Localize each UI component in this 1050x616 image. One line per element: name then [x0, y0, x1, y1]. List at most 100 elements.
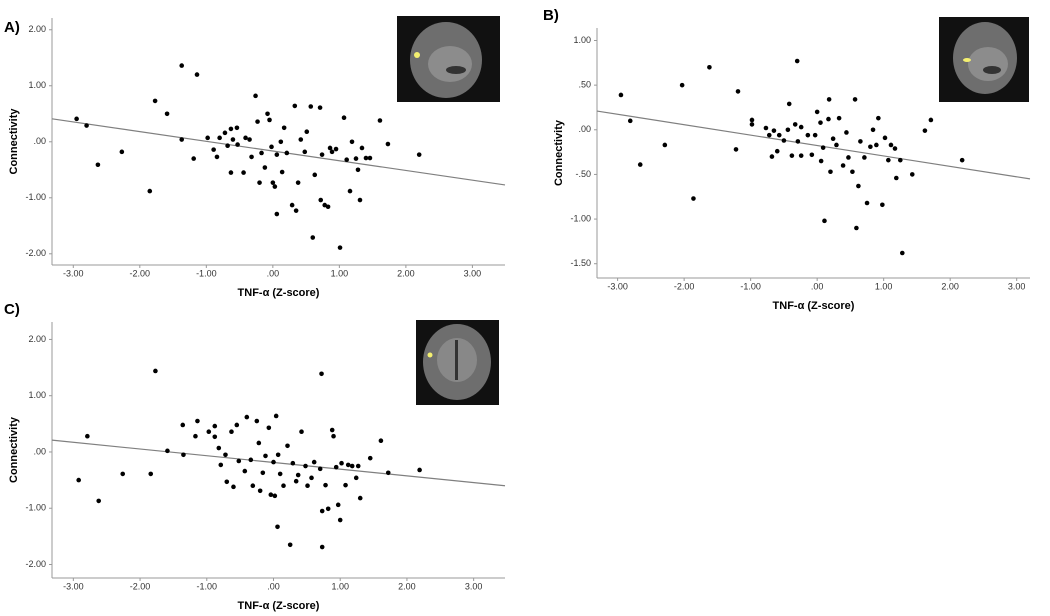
point [812, 132, 818, 138]
point [284, 150, 290, 156]
point [337, 245, 343, 250]
point [265, 111, 270, 117]
point [224, 479, 230, 485]
point [287, 542, 293, 548]
point [164, 111, 170, 117]
x-tick-label: -2.00 [130, 268, 151, 278]
point [241, 170, 246, 175]
y-tick-label: -2.00 [25, 248, 46, 258]
point [180, 422, 186, 428]
x-tick-label: -3.00 [63, 581, 84, 591]
point [212, 423, 218, 429]
point [766, 132, 772, 138]
y-tick-label: .50 [578, 80, 591, 90]
y-tick-label: .00 [33, 446, 46, 456]
point [325, 506, 331, 512]
point [868, 144, 873, 150]
point [275, 524, 280, 530]
point [293, 208, 299, 213]
point [870, 127, 876, 133]
point [319, 371, 324, 377]
point [153, 368, 158, 374]
y-tick-label: -1.00 [25, 503, 46, 513]
point [662, 142, 668, 148]
x-tick-label: -1.00 [196, 268, 217, 278]
point [850, 169, 855, 175]
brain-image-c [416, 320, 499, 405]
point [317, 105, 323, 110]
point [292, 103, 298, 109]
point [385, 470, 391, 476]
point [353, 475, 359, 481]
point [355, 463, 361, 469]
point [357, 495, 363, 501]
point [267, 117, 272, 123]
y-tick-label: 1.00 [28, 390, 46, 400]
point [922, 128, 928, 133]
point [317, 466, 323, 472]
point [311, 459, 317, 465]
point [262, 165, 268, 170]
point [303, 463, 308, 469]
point [809, 152, 815, 158]
point [228, 170, 234, 175]
point [225, 143, 230, 149]
point [211, 147, 216, 152]
point [235, 142, 240, 147]
point [285, 443, 290, 449]
point [785, 127, 791, 133]
point [312, 172, 318, 178]
point [194, 72, 200, 77]
y-tick-label: 2.00 [28, 24, 46, 34]
point [74, 116, 79, 122]
point [289, 202, 295, 208]
point [329, 427, 335, 433]
point [874, 142, 879, 148]
point [852, 97, 858, 102]
point [263, 453, 268, 459]
point [679, 82, 685, 88]
y-tick-label: .00 [578, 124, 591, 134]
panel-label: C) [4, 301, 20, 318]
point [181, 452, 186, 458]
point [795, 139, 801, 144]
point [959, 157, 965, 163]
y-tick-label: -2.00 [25, 559, 46, 569]
fit-line [51, 118, 506, 186]
point [274, 211, 280, 217]
x-tick-label: 3.00 [1008, 281, 1026, 291]
x-axis-title: TNF-α (Z-score) [773, 300, 855, 312]
point [234, 422, 240, 428]
point [281, 483, 286, 489]
brain-image-b [939, 17, 1029, 102]
point [818, 158, 824, 164]
point [343, 482, 348, 488]
point [275, 452, 281, 458]
point [417, 467, 422, 473]
point [826, 116, 831, 122]
point [266, 425, 272, 431]
point [325, 204, 331, 210]
point [892, 146, 898, 151]
point [781, 138, 787, 143]
point [305, 483, 310, 489]
point [179, 137, 185, 142]
point [814, 109, 820, 115]
point [707, 64, 712, 70]
point [256, 440, 262, 446]
x-tick-label: 2.00 [941, 281, 959, 291]
point [335, 502, 341, 508]
point [120, 471, 126, 477]
point [272, 493, 278, 499]
point [763, 125, 769, 131]
x-tick-label: 1.00 [875, 281, 893, 291]
point [331, 433, 336, 439]
point [193, 433, 198, 439]
point [304, 129, 310, 134]
point [257, 488, 263, 494]
point [272, 184, 278, 189]
point [250, 483, 256, 489]
point [295, 472, 301, 478]
point [749, 122, 755, 127]
point [119, 149, 125, 155]
